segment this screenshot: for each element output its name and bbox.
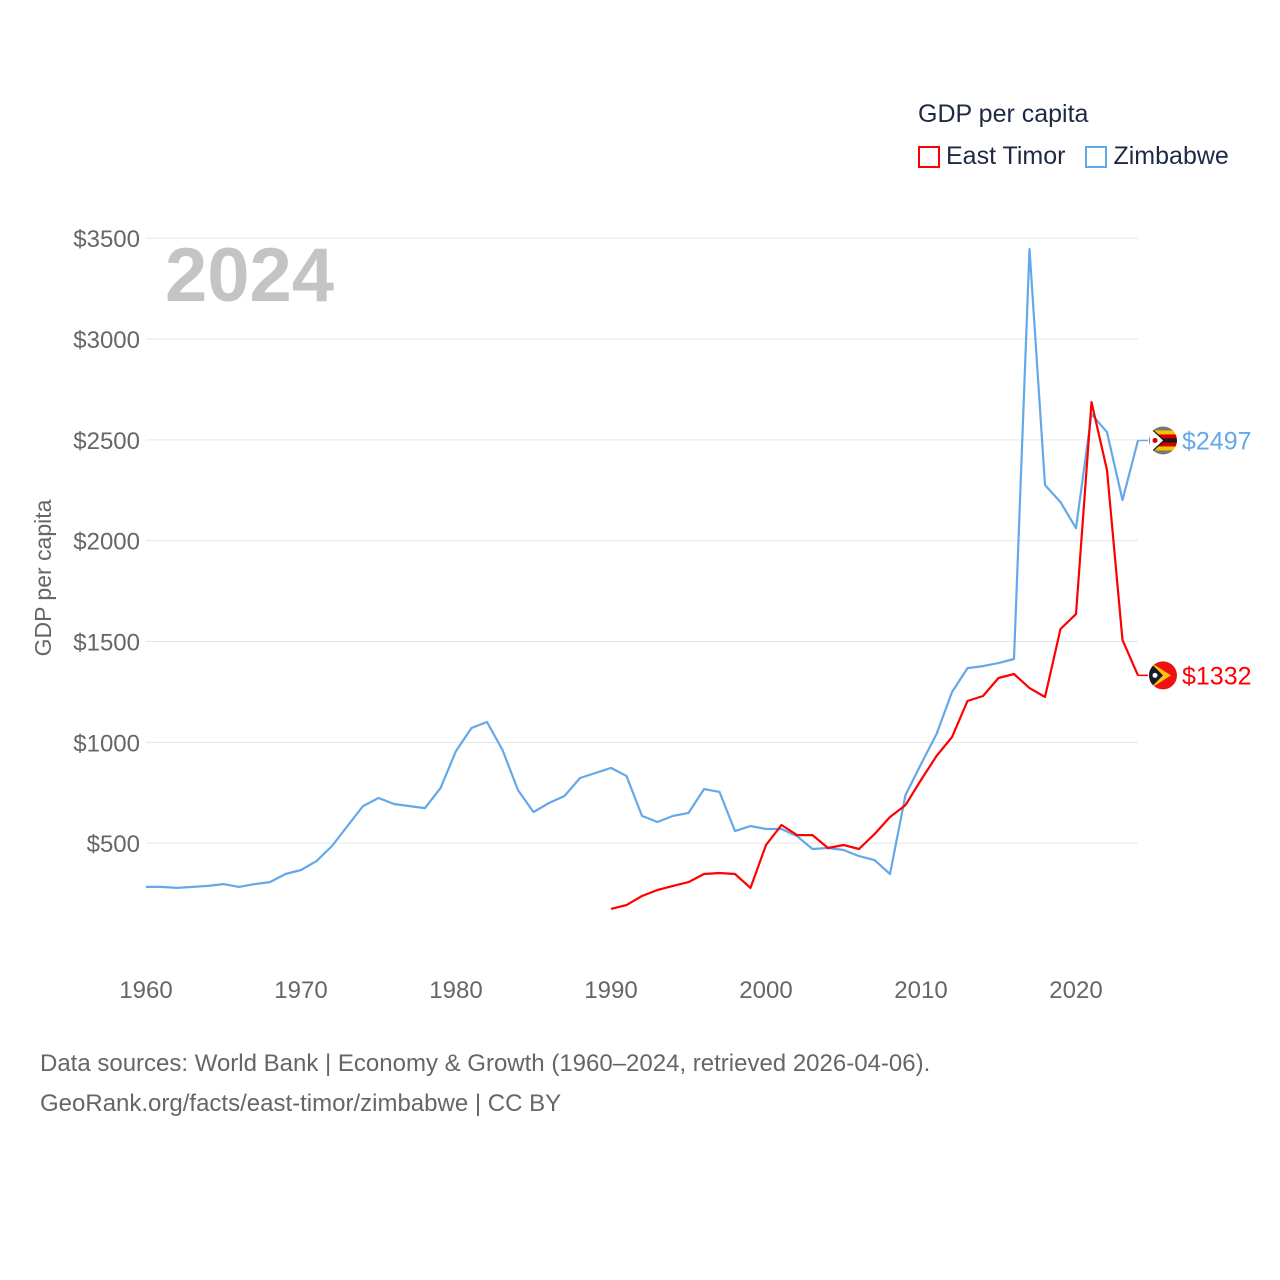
zimbabwe-flag-stripe [1149,434,1177,439]
x-tick-label: 1990 [584,977,637,1004]
attribution-text: GeoRank.org/facts/east-timor/zimbabwe | … [40,1090,562,1117]
y-tick-label: $1000 [73,730,140,757]
y-tick-label: $3500 [73,226,140,253]
x-tick-label: 1960 [119,977,172,1004]
legend-swatch-east-timor [918,145,940,168]
x-tick-label: 2020 [1049,977,1102,1004]
zimbabwe-flag-stripe [1149,442,1177,447]
zimbabwe-flag-stripe [1149,450,1177,455]
legend-label-zimbabwe: Zimbabwe [1113,142,1229,170]
x-tick-label: 2000 [739,977,792,1004]
legend-label-east-timor: East Timor [946,142,1066,170]
east-timor-flag-star [1152,672,1158,678]
series-line-east-timor [610,401,1140,910]
end-value-label-east-timor: $1332 [1182,662,1252,690]
legend-item-zimbabwe[interactable]: Zimbabwe [1085,142,1229,171]
zimbabwe-flag-stripe [1149,426,1177,431]
legend-item-east-timor[interactable]: East Timor [918,142,1065,171]
x-tick-label: 2010 [894,977,947,1004]
footer: Data sources: World Bank | Economy & Gro… [40,1044,930,1124]
y-axis-label: GDP per capita [30,499,56,656]
end-value-label-zimbabwe: $2497 [1182,427,1252,455]
legend: East Timor Zimbabwe [918,142,1229,171]
legend-title: GDP per capita [918,100,1089,128]
zimbabwe-flag-stripe [1149,446,1177,451]
zimbabwe-flag-star [1152,437,1158,443]
data-sources-text: Data sources: World Bank | Economy & Gro… [40,1050,931,1077]
y-tick-label: $1500 [73,630,140,657]
x-tick-label: 1970 [274,977,327,1004]
year-watermark: 2024 [165,233,334,318]
zimbabwe-flag-stripe [1149,430,1177,435]
y-tick-label: $2500 [73,428,140,455]
legend-swatch-zimbabwe [1085,145,1108,168]
y-tick-label: $3000 [73,327,140,354]
series-line-zimbabwe [146,248,1140,890]
x-tick-label: 1980 [429,977,482,1004]
y-tick-label: $2000 [73,529,140,556]
y-tick-label: $500 [87,831,140,858]
